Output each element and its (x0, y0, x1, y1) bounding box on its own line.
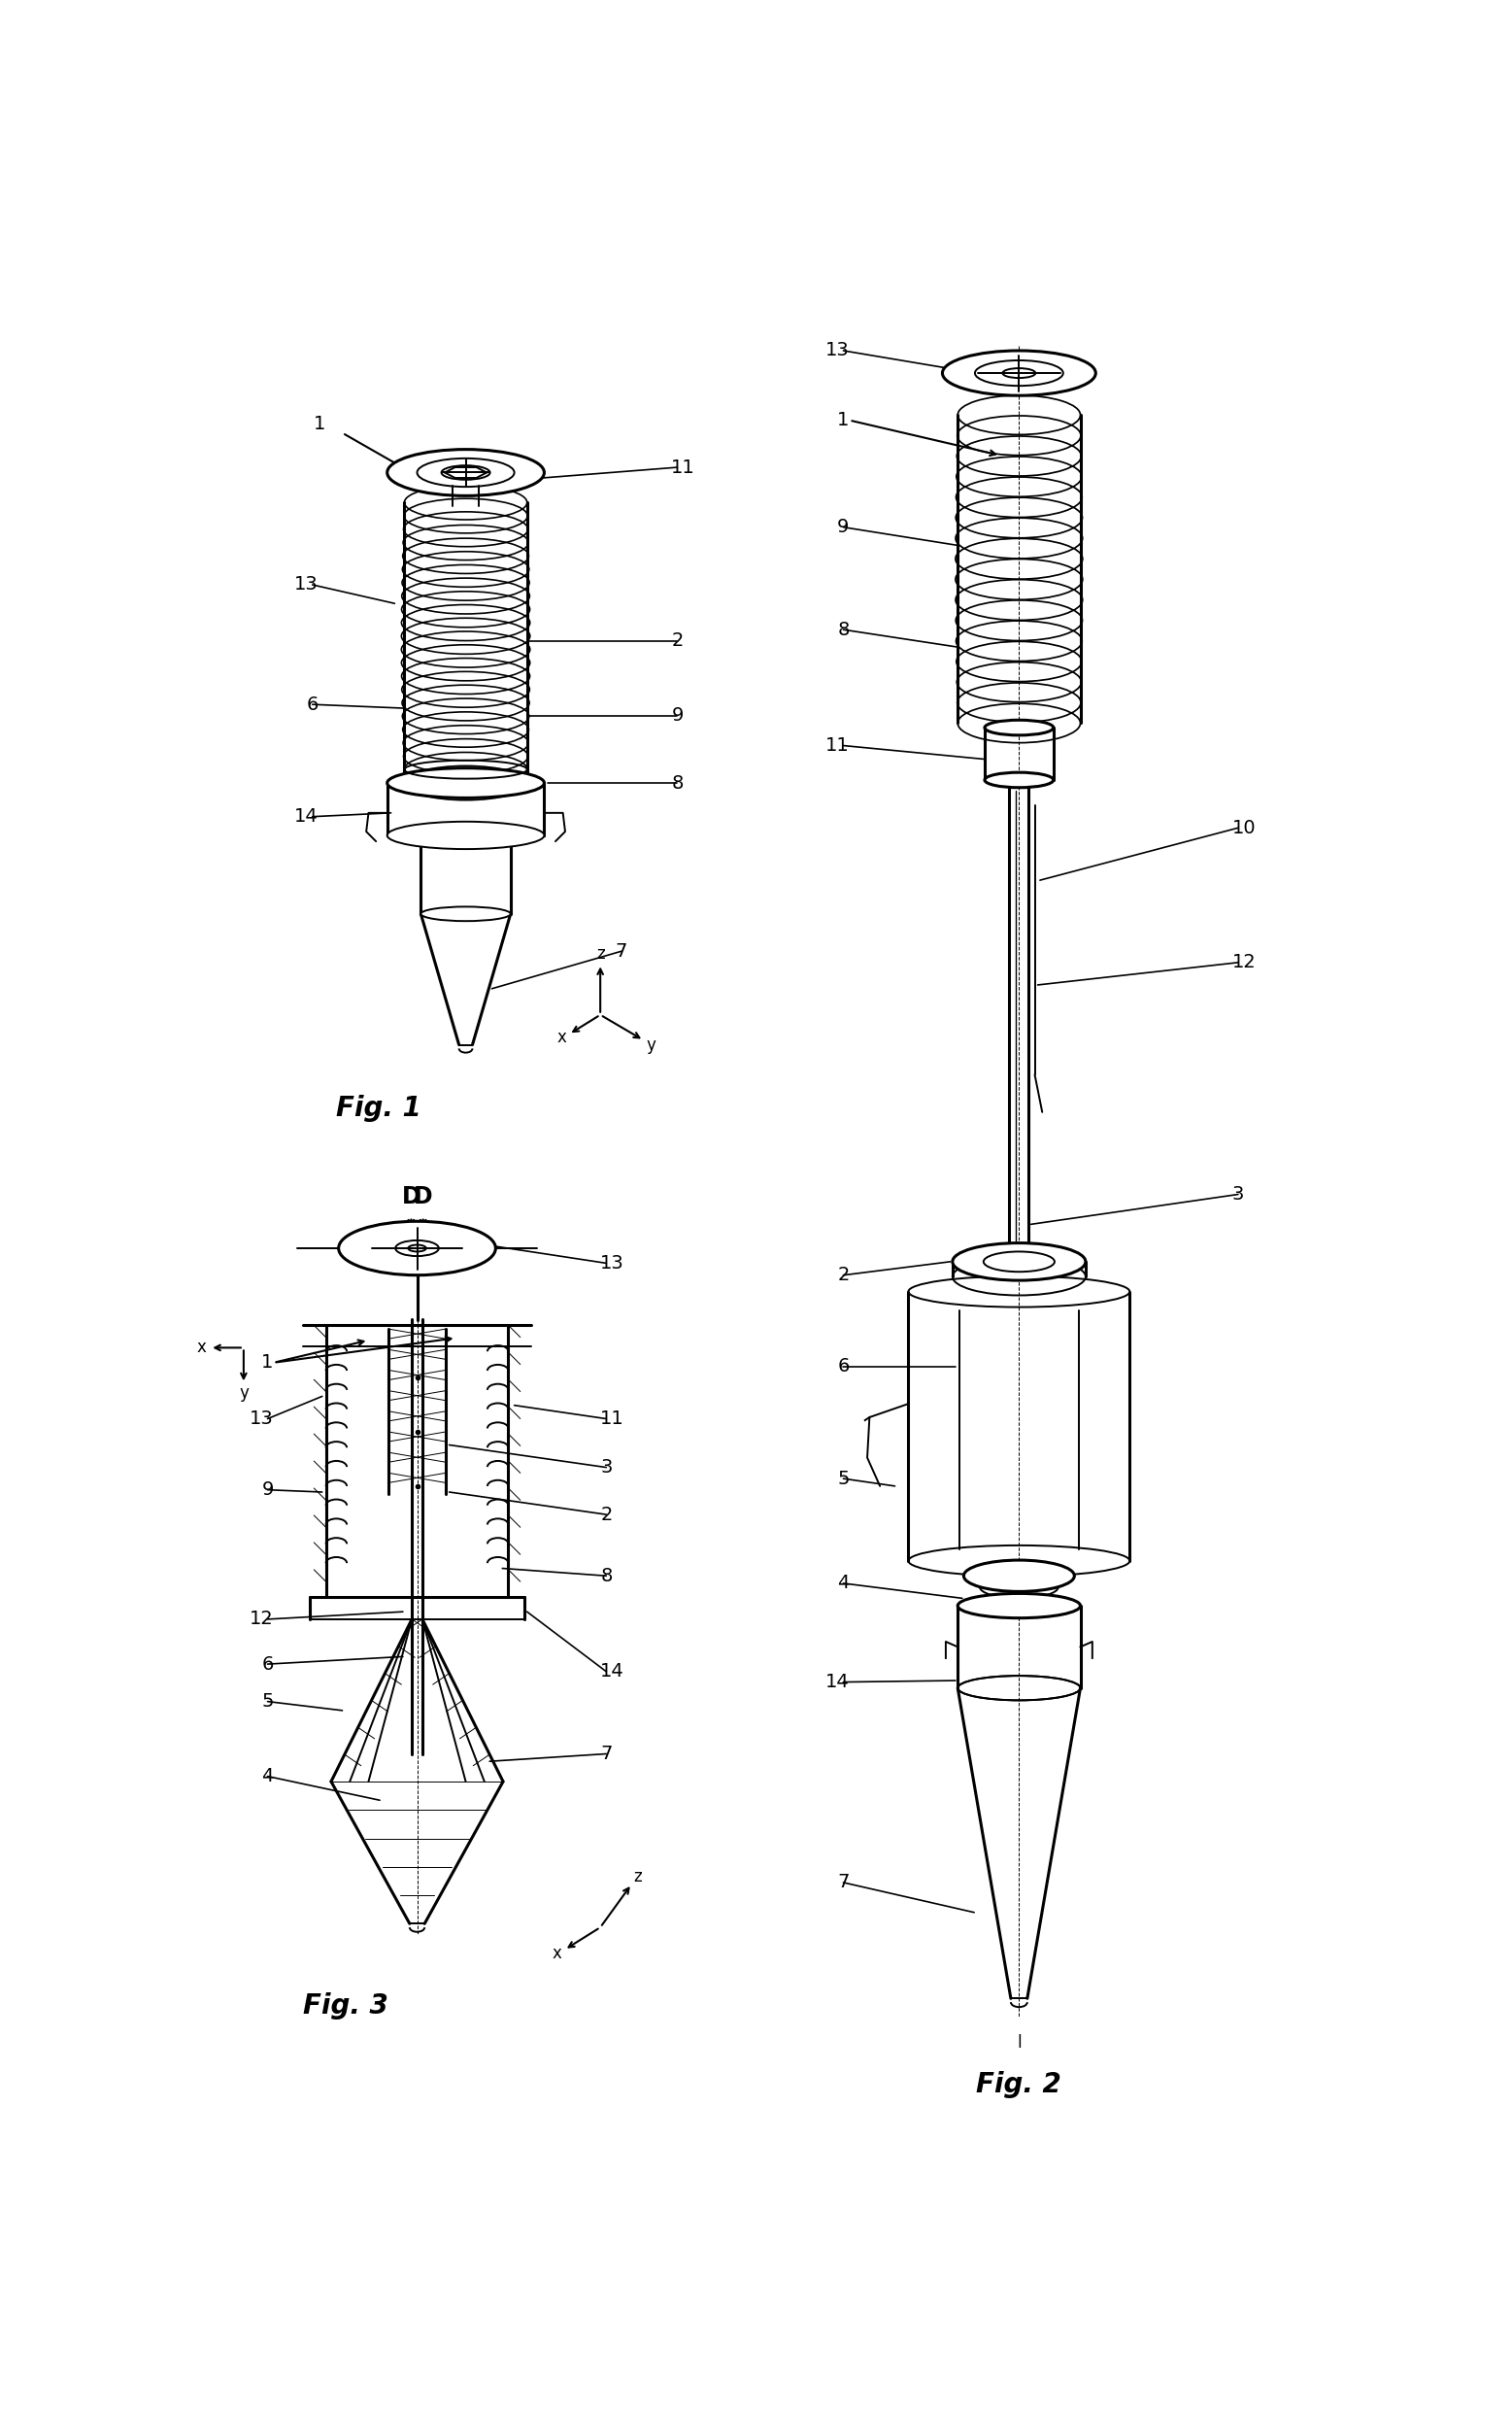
Text: z: z (634, 1869, 643, 1885)
Ellipse shape (387, 448, 544, 497)
Text: 7: 7 (615, 943, 627, 960)
Text: 3: 3 (600, 1459, 612, 1476)
Ellipse shape (1002, 369, 1036, 379)
Text: 12: 12 (1232, 952, 1256, 972)
Ellipse shape (984, 721, 1054, 735)
Text: 4: 4 (838, 1574, 850, 1594)
Text: 6: 6 (262, 1654, 274, 1673)
Text: 13: 13 (249, 1410, 274, 1427)
Text: 13: 13 (600, 1254, 624, 1273)
Text: 11: 11 (826, 735, 850, 755)
Text: z: z (596, 945, 605, 962)
Ellipse shape (983, 1251, 1054, 1271)
Ellipse shape (408, 1244, 426, 1251)
Text: 4: 4 (262, 1767, 274, 1787)
Ellipse shape (420, 907, 511, 921)
Text: 5: 5 (838, 1468, 850, 1488)
Text: Fig. 2: Fig. 2 (977, 2071, 1061, 2098)
Text: 5: 5 (262, 1693, 274, 1712)
Text: 7: 7 (838, 1873, 850, 1893)
Text: 1: 1 (838, 410, 850, 429)
Text: 6: 6 (307, 694, 319, 714)
Text: 8: 8 (671, 774, 683, 793)
Ellipse shape (975, 359, 1063, 386)
Text: Fig. 3: Fig. 3 (304, 1991, 389, 2020)
Text: x: x (197, 1338, 207, 1357)
Text: 1: 1 (314, 415, 327, 434)
Text: 10: 10 (1232, 820, 1256, 837)
Text: y: y (239, 1384, 248, 1401)
Text: 14: 14 (600, 1661, 624, 1680)
Ellipse shape (387, 822, 544, 849)
Text: 11: 11 (600, 1410, 624, 1427)
Text: x: x (552, 1946, 562, 1963)
Text: x: x (556, 1029, 565, 1046)
Text: 13: 13 (295, 576, 319, 593)
Text: 1: 1 (262, 1353, 274, 1372)
Ellipse shape (442, 465, 490, 480)
Text: 8: 8 (600, 1567, 612, 1584)
Text: 14: 14 (295, 808, 319, 827)
Text: Fig. 1: Fig. 1 (336, 1095, 420, 1121)
Ellipse shape (417, 458, 514, 487)
Text: 9: 9 (671, 706, 683, 726)
Text: y: y (646, 1037, 656, 1054)
Ellipse shape (396, 1239, 438, 1256)
Ellipse shape (339, 1222, 496, 1275)
Text: 14: 14 (826, 1673, 850, 1690)
Text: 2: 2 (838, 1266, 850, 1285)
Text: 9: 9 (838, 518, 850, 535)
Ellipse shape (957, 1594, 1081, 1618)
Ellipse shape (953, 1244, 1086, 1280)
Text: D: D (402, 1184, 420, 1208)
Text: 11: 11 (671, 458, 696, 477)
Text: l: l (1016, 2035, 1021, 2052)
Text: 9: 9 (262, 1480, 274, 1500)
Text: 2: 2 (600, 1504, 612, 1524)
Text: 13: 13 (826, 342, 850, 359)
Ellipse shape (984, 772, 1054, 788)
Ellipse shape (387, 769, 544, 798)
Text: 12: 12 (249, 1611, 274, 1627)
Ellipse shape (942, 350, 1096, 395)
Text: 2: 2 (671, 632, 683, 651)
Ellipse shape (963, 1560, 1075, 1591)
Text: D: D (414, 1184, 432, 1208)
Text: 8: 8 (838, 620, 850, 639)
Text: 7: 7 (600, 1746, 612, 1762)
Text: 3: 3 (1232, 1186, 1244, 1203)
Text: 6: 6 (838, 1357, 850, 1377)
